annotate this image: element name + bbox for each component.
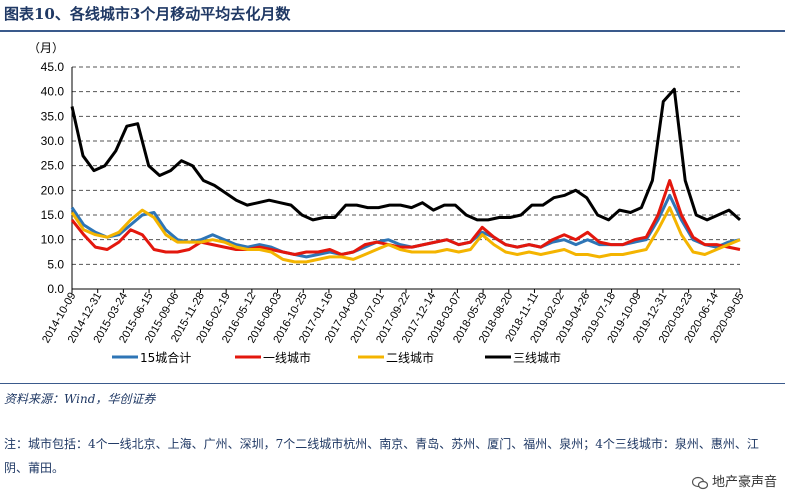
title-divider — [0, 30, 785, 32]
grid-lines — [72, 66, 740, 265]
y-tick-label: 35.0 — [41, 109, 65, 123]
y-tick-label: 30.0 — [41, 134, 65, 148]
watermark: 地产豪声音 — [691, 471, 777, 490]
y-axis-label: （月） — [28, 41, 64, 55]
legend-label: 15城合计 — [140, 350, 191, 365]
watermark-text: 地产豪声音 — [711, 475, 777, 490]
y-tick-label: 15.0 — [41, 208, 65, 222]
y-tick-label: 25.0 — [41, 159, 65, 173]
wechat-icon — [691, 476, 708, 489]
y-tick-label: 40.0 — [41, 85, 65, 99]
source-text: 资料来源：Wind，华创证券 — [4, 392, 156, 406]
x-axis: 2014-10-092014-12-312015-03-242015-06-15… — [40, 288, 747, 345]
footnote-text: 注：城市包括：4个一线北京、上海、广州、深圳，7个二线城市杭州、南京、青岛、苏州… — [4, 437, 759, 475]
legend-label: 二线城市 — [386, 350, 434, 365]
series-line-二线城市 — [70, 206, 741, 264]
y-tick-label: 20.0 — [41, 183, 65, 197]
y-tick-label: 0.0 — [47, 282, 64, 296]
source-divider — [0, 383, 785, 384]
y-tick-label: 10.0 — [41, 233, 65, 247]
legend-label: 一线城市 — [263, 350, 311, 365]
legend: 15城合计 一线城市 二线城市 三线城市 — [112, 350, 561, 365]
page-title: 图表10、各线城市3个月移动平均去化月数 — [4, 5, 291, 23]
y-tick-label: 5.0 — [47, 257, 64, 271]
series-line-一线城市 — [70, 179, 741, 256]
series-line-三线城市 — [70, 87, 741, 222]
line-chart: 0.0 5.0 10.0 15.0 20.0 25.0 30.0 35.0 40.0 45.0 （月… — [28, 41, 747, 365]
y-axis: 0.0 5.0 10.0 15.0 20.0 25.0 30.0 35.0 40.0 45.0 （月… — [28, 41, 73, 296]
series-lines — [70, 87, 741, 264]
legend-label: 三线城市 — [513, 350, 561, 365]
y-tick-label: 45.0 — [41, 60, 65, 74]
